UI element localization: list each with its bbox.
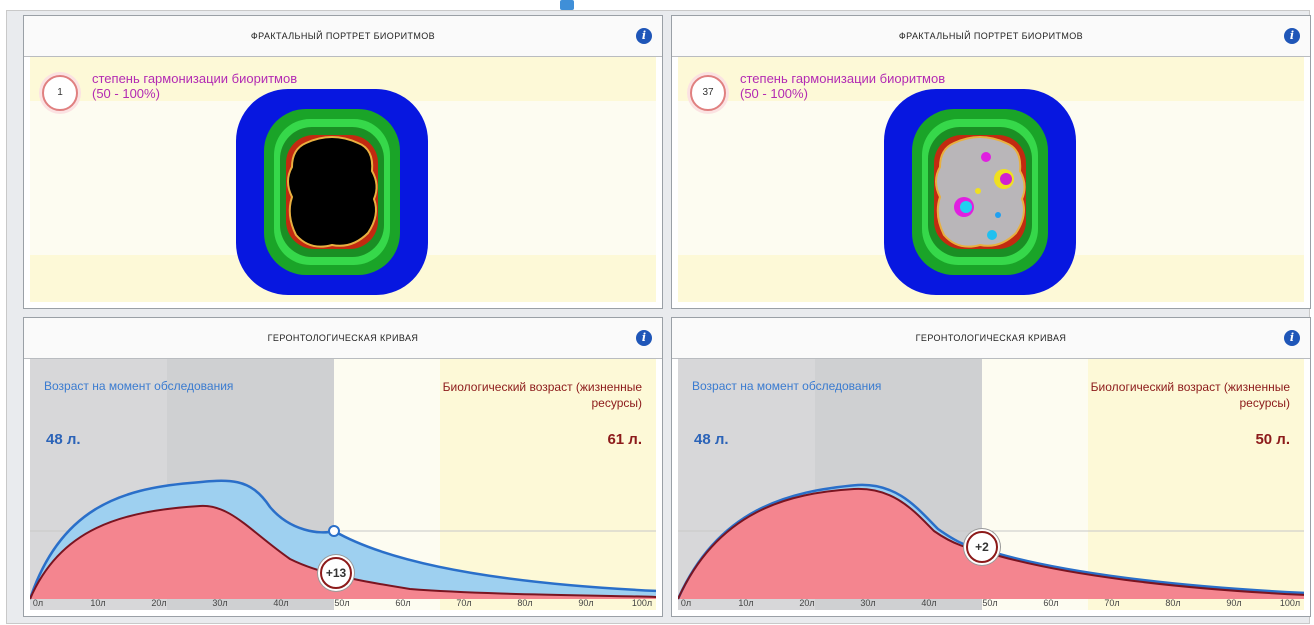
harmony-label: степень гармонизации биоритмов (50 - 100…: [740, 71, 945, 101]
fractal-area: 1 степень гармонизации биоритмов (50 - 1…: [30, 57, 656, 302]
age-difference-marker: +13: [320, 557, 352, 589]
tick: 10л: [90, 598, 106, 608]
tick: 100л: [1279, 598, 1301, 608]
tick: 40л: [273, 598, 289, 608]
tick: 60л: [1043, 598, 1059, 608]
tick: 70л: [456, 598, 472, 608]
age-value: 48 л.: [46, 431, 81, 448]
age-axis: 0л 10л 20л 30л 40л 50л 60л 70л 80л 90л 1…: [30, 598, 656, 610]
gerontology-panel-right: ГЕРОНТОЛОГИЧЕСКАЯ КРИВАЯ i Возраст на мо…: [671, 317, 1311, 617]
bio-age-value: 61 л.: [607, 431, 642, 448]
fractal-image: [884, 89, 1076, 295]
gerontology-chart: [678, 359, 1304, 610]
fractal-area: 37 степень гармонизации биоритмов (50 - …: [678, 57, 1304, 302]
tick: 90л: [578, 598, 594, 608]
harmony-label-line1: степень гармонизации биоритмов: [740, 71, 946, 86]
info-icon[interactable]: i: [636, 330, 652, 346]
panel-title: ФРАКТАЛЬНЫЙ ПОРТРЕТ БИОРИТМОВ: [24, 16, 662, 57]
tick: 30л: [860, 598, 876, 608]
tick: 40л: [921, 598, 937, 608]
age-axis: 0л 10л 20л 30л 40л 50л 60л 70л 80л 90л 1…: [678, 598, 1304, 610]
tick: 0л: [680, 598, 692, 608]
harmony-label-line2: (50 - 100%): [740, 86, 808, 101]
panel-title: ГЕРОНТОЛОГИЧЕСКАЯ КРИВАЯ: [24, 318, 662, 359]
harmony-badge: 37: [690, 75, 726, 111]
bio-age-label: Биологический возраст (жизненные ресурсы…: [1090, 380, 1290, 410]
tick: 20л: [799, 598, 815, 608]
top-strip: [0, 0, 1314, 12]
fractal-panel-left: ФРАКТАЛЬНЫЙ ПОРТРЕТ БИОРИТМОВ i 1 степен…: [23, 15, 663, 309]
info-icon[interactable]: i: [1284, 28, 1300, 44]
tick: 0л: [32, 598, 44, 608]
curve-area: Возраст на момент обследования 48 л. Био…: [678, 359, 1304, 610]
fractal-panel-right: ФРАКТАЛЬНЫЙ ПОРТРЕТ БИОРИТМОВ i 37 степе…: [671, 15, 1311, 309]
harmony-label-line1: степень гармонизации биоритмов: [92, 71, 298, 86]
panel-title: ГЕРОНТОЛОГИЧЕСКАЯ КРИВАЯ: [672, 318, 1310, 359]
age-label: Возраст на момент обследования: [692, 379, 882, 393]
harmony-label: степень гармонизации биоритмов (50 - 100…: [92, 71, 297, 101]
age-label: Возраст на момент обследования: [44, 379, 234, 393]
tick: 50л: [982, 598, 998, 608]
tick: 80л: [517, 598, 533, 608]
bio-age-label: Биологический возраст (жизненные ресурсы…: [442, 380, 642, 410]
dashboard-frame: ФРАКТАЛЬНЫЙ ПОРТРЕТ БИОРИТМОВ i 1 степен…: [6, 10, 1311, 624]
info-icon[interactable]: i: [636, 28, 652, 44]
info-icon[interactable]: i: [1284, 330, 1300, 346]
tick: 50л: [334, 598, 350, 608]
tick: 30л: [212, 598, 228, 608]
tick: 20л: [151, 598, 167, 608]
tick: 10л: [738, 598, 754, 608]
curve-area: Возраст на момент обследования 48 л. Био…: [30, 359, 656, 610]
age-value: 48 л.: [694, 431, 729, 448]
tick: 100л: [631, 598, 653, 608]
harmony-label-line2: (50 - 100%): [92, 86, 160, 101]
gerontology-chart: [30, 359, 656, 610]
harmony-badge: 1: [42, 75, 78, 111]
age-difference-marker: +2: [966, 531, 998, 563]
gerontology-panel-left: ГЕРОНТОЛОГИЧЕСКАЯ КРИВАЯ i Возраст на мо…: [23, 317, 663, 617]
tick: 90л: [1226, 598, 1242, 608]
fractal-image: [236, 89, 428, 295]
tick: 60л: [395, 598, 411, 608]
tick: 80л: [1165, 598, 1181, 608]
bio-age-value: 50 л.: [1255, 431, 1290, 448]
panel-title: ФРАКТАЛЬНЫЙ ПОРТРЕТ БИОРИТМОВ: [672, 16, 1310, 57]
top-accent: [560, 0, 574, 10]
tick: 70л: [1104, 598, 1120, 608]
